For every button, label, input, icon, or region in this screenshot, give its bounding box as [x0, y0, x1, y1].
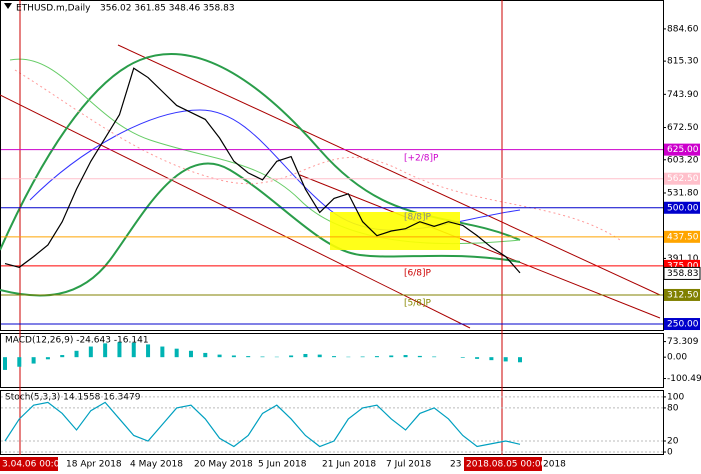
macd-panel — [0, 333, 664, 388]
macd-bar — [389, 355, 394, 358]
x-label: 21 Jun 2018 — [322, 460, 376, 470]
macd-bar — [146, 344, 151, 358]
macd-bar — [74, 350, 79, 358]
y-tick-label: 0.00 — [667, 353, 687, 363]
level-box — [664, 318, 700, 331]
level-tag: [+2/8]P — [404, 154, 439, 164]
x-label: 3.04.06 00:00 — [2, 460, 65, 470]
macd-bar — [475, 357, 480, 359]
macd-bar — [160, 346, 165, 358]
macd-bar — [31, 357, 36, 364]
level-tag: [6/8]P — [404, 269, 432, 279]
macd-bar — [460, 357, 465, 358]
macd-bar — [317, 354, 322, 358]
macd-bar — [518, 357, 522, 363]
y-tick-label: 603.20 — [667, 155, 699, 165]
level-tag: [8/8]P — [404, 213, 432, 223]
macd-bar — [432, 356, 437, 358]
macd-bar — [203, 352, 208, 358]
x-label: 2018 — [543, 460, 566, 470]
macd-bar — [417, 355, 422, 358]
menu-arrow[interactable] — [4, 3, 12, 9]
x-label: 2018.08.05 00:00 — [466, 460, 547, 470]
y-tick-label: 73.309 — [667, 337, 699, 347]
main-panel — [0, 0, 664, 331]
macd-bar — [503, 357, 508, 362]
macd-bar — [45, 357, 50, 360]
level-box — [664, 230, 700, 243]
macd-bar — [103, 343, 108, 358]
current-label: 358.83 — [667, 269, 699, 279]
macd-bar — [489, 357, 494, 361]
macd-bar — [88, 346, 93, 358]
level-label: 625.00 — [667, 145, 699, 155]
stoch-title: Stoch(5,3,3) 14.1558 16.3479 — [5, 393, 141, 403]
date-box — [464, 457, 542, 471]
y-tick-label: 20 — [667, 436, 679, 446]
macd-bar — [403, 355, 408, 358]
y-tick-label: 743.90 — [667, 90, 699, 100]
macd-bar — [217, 354, 222, 358]
x-label: 4 May 2018 — [130, 460, 183, 470]
channel-line — [0, 94, 471, 329]
level-tag: [5/8]P — [404, 299, 432, 309]
y-tick-label: 391.10 — [667, 254, 699, 264]
macd-bar — [231, 355, 236, 358]
macd-bar — [289, 355, 294, 358]
ohlc: 356.02 361.85 348.46 358.83 — [100, 4, 235, 14]
level-label: 375.00 — [667, 261, 699, 271]
stoch-panel — [0, 390, 664, 455]
y-tick-label: 815.30 — [667, 57, 699, 67]
current-box — [663, 266, 701, 280]
macd-bar — [360, 356, 365, 358]
macd-bar — [174, 348, 179, 358]
y-tick-label: -100.492 — [667, 374, 701, 384]
x-label: 18 Apr 2018 — [66, 460, 122, 470]
macd-bar — [17, 357, 22, 367]
cloud — [14, 69, 621, 241]
y-tick-label: 0 — [667, 448, 673, 458]
level-box — [664, 143, 700, 156]
bollinger — [0, 162, 521, 297]
y-tick-label: 884.60 — [667, 24, 699, 34]
macd-bar — [260, 356, 265, 358]
macd-bar — [117, 342, 122, 358]
macd-bar — [60, 355, 65, 358]
channel-line — [299, 174, 661, 319]
channel-line — [117, 44, 661, 296]
level-label: 500.00 — [667, 203, 699, 213]
y-tick-label: 80 — [667, 403, 679, 413]
level-box — [664, 201, 700, 214]
macd-bar — [188, 350, 193, 358]
y-tick-label: 672.50 — [667, 123, 699, 133]
macd-bar — [131, 342, 136, 358]
macd-bar — [303, 353, 308, 358]
macd-bar — [246, 356, 251, 358]
x-label: 7 Jul 2018 — [386, 460, 431, 470]
stoch-line — [4, 401, 521, 448]
level-box — [664, 172, 700, 185]
y-tick-label: 100 — [667, 392, 684, 402]
symbol: ETHUSD.m,Daily — [16, 4, 91, 14]
date-box — [0, 457, 58, 471]
level-label: 562.50 — [667, 174, 699, 184]
level-label: 312.50 — [667, 290, 699, 300]
level-box — [664, 288, 700, 301]
macd-title: MACD(12,26,9) -24.643 -16.141 — [5, 336, 149, 346]
macd-bar — [3, 357, 7, 370]
x-label: 20 May 2018 — [194, 460, 253, 470]
x-label: 5 Jun 2018 — [258, 460, 307, 470]
macd-bar — [374, 356, 379, 358]
x-label: 23 — [450, 460, 461, 470]
macd-bar — [332, 356, 337, 358]
y-tick-label: 531.80 — [667, 188, 699, 198]
level-label: 250.00 — [667, 320, 699, 330]
level-label: 437.50 — [667, 232, 699, 242]
price-line — [4, 67, 521, 274]
